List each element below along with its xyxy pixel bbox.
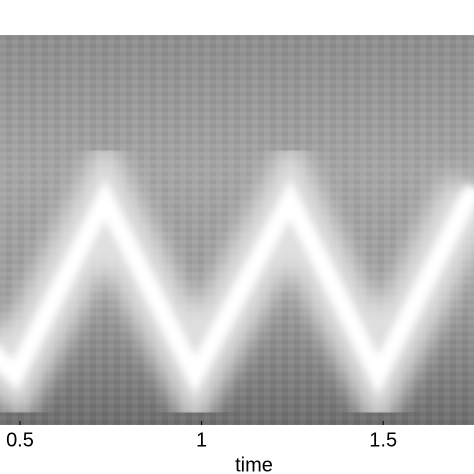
x-tick-label: 0.5 — [6, 429, 34, 451]
spectrogram-image — [0, 35, 474, 425]
x-tick-label: 1 — [196, 429, 207, 451]
x-tick-label: 1.5 — [369, 429, 397, 451]
x-axis-label: time — [235, 454, 273, 474]
